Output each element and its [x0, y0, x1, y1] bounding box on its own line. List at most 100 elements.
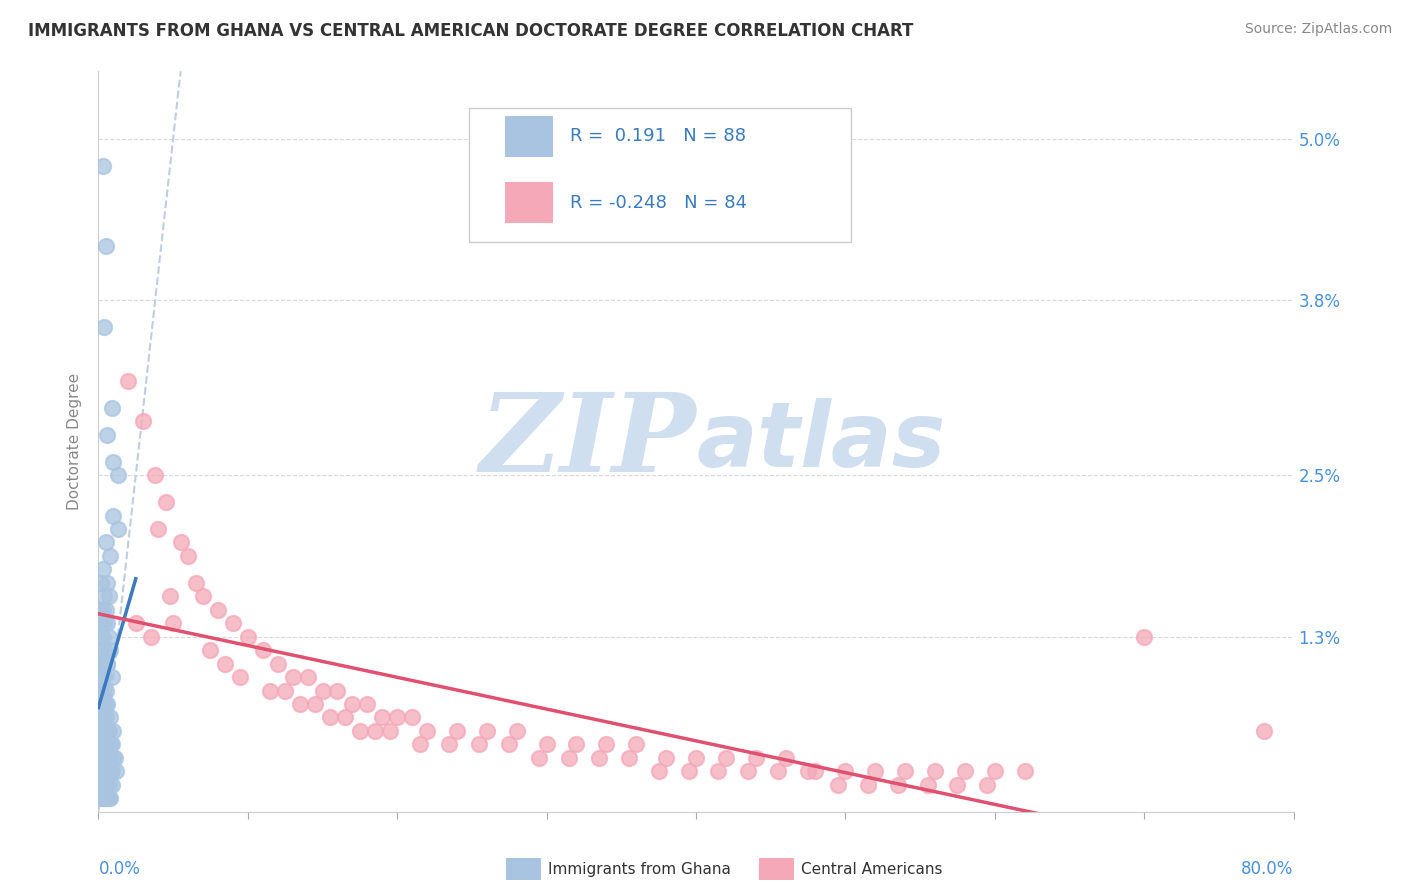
Point: [326, 683, 349, 698]
Point: [617, 751, 640, 765]
Point: [214, 657, 236, 671]
Point: [89, 751, 111, 765]
Point: [924, 764, 946, 779]
Point: [94, 683, 117, 698]
Point: [93, 670, 115, 684]
Point: [96, 575, 118, 590]
Point: [96, 657, 118, 671]
Point: [304, 697, 326, 711]
Point: [91, 159, 114, 173]
Point: [143, 468, 166, 483]
Point: [626, 738, 648, 752]
Point: [707, 764, 730, 779]
Point: [89, 778, 111, 792]
Point: [281, 670, 304, 684]
Point: [498, 738, 520, 752]
Point: [148, 522, 170, 536]
Point: [90, 791, 112, 805]
Point: [90, 697, 112, 711]
Point: [90, 723, 112, 738]
Point: [107, 468, 129, 483]
Point: [527, 751, 550, 765]
Point: [655, 751, 678, 765]
Point: [93, 764, 115, 779]
Point: [588, 751, 610, 765]
Point: [101, 738, 124, 752]
Point: [97, 630, 120, 644]
Point: [91, 764, 114, 779]
Point: [595, 738, 617, 752]
Text: ZIP: ZIP: [479, 388, 696, 495]
Point: [93, 738, 115, 752]
Point: [94, 764, 117, 779]
Point: [89, 683, 111, 698]
Text: Central Americans: Central Americans: [801, 863, 943, 877]
Point: [125, 616, 148, 631]
Point: [207, 603, 229, 617]
Point: [229, 670, 252, 684]
Point: [101, 670, 124, 684]
Text: 80.0%: 80.0%: [1241, 860, 1294, 878]
Point: [96, 751, 118, 765]
Point: [94, 778, 117, 792]
Point: [804, 764, 827, 779]
Point: [89, 710, 111, 724]
Point: [678, 764, 700, 779]
Text: 0.0%: 0.0%: [98, 860, 141, 878]
Point: [536, 738, 558, 752]
Point: [90, 575, 112, 590]
Point: [117, 374, 139, 388]
Point: [90, 723, 112, 738]
Point: [132, 414, 155, 428]
Point: [775, 751, 797, 765]
Point: [946, 778, 969, 792]
Point: [90, 751, 112, 765]
Point: [356, 697, 378, 711]
Point: [96, 616, 118, 631]
Point: [90, 670, 112, 684]
Point: [90, 778, 112, 792]
Point: [89, 791, 111, 805]
Point: [94, 738, 117, 752]
Point: [101, 401, 124, 415]
Point: [745, 751, 768, 765]
Point: [737, 764, 759, 779]
Point: [865, 764, 887, 779]
Point: [96, 791, 118, 805]
Point: [94, 697, 117, 711]
Point: [984, 764, 1007, 779]
Point: [101, 764, 124, 779]
Point: [139, 630, 162, 644]
Point: [96, 697, 118, 711]
Y-axis label: Doctorate Degree: Doctorate Degree: [67, 373, 83, 510]
Point: [408, 738, 430, 752]
Point: [446, 723, 468, 738]
Point: [93, 723, 115, 738]
Point: [342, 697, 364, 711]
Point: [475, 723, 498, 738]
Point: [1133, 630, 1156, 644]
Point: [159, 590, 181, 604]
Point: [297, 670, 319, 684]
Point: [94, 710, 117, 724]
Point: [94, 239, 117, 253]
Point: [288, 697, 311, 711]
Point: [917, 778, 939, 792]
Point: [155, 495, 177, 509]
Point: [98, 738, 122, 752]
Point: [98, 791, 122, 805]
Point: [93, 643, 115, 657]
Point: [827, 778, 849, 792]
FancyBboxPatch shape: [470, 109, 852, 242]
Point: [91, 683, 114, 698]
Point: [856, 778, 879, 792]
Point: [97, 751, 120, 765]
Point: [976, 778, 998, 792]
Point: [886, 778, 908, 792]
Point: [107, 522, 129, 536]
Point: [93, 697, 115, 711]
Point: [333, 710, 356, 724]
Point: [89, 630, 111, 644]
Point: [93, 590, 115, 604]
Point: [91, 710, 114, 724]
